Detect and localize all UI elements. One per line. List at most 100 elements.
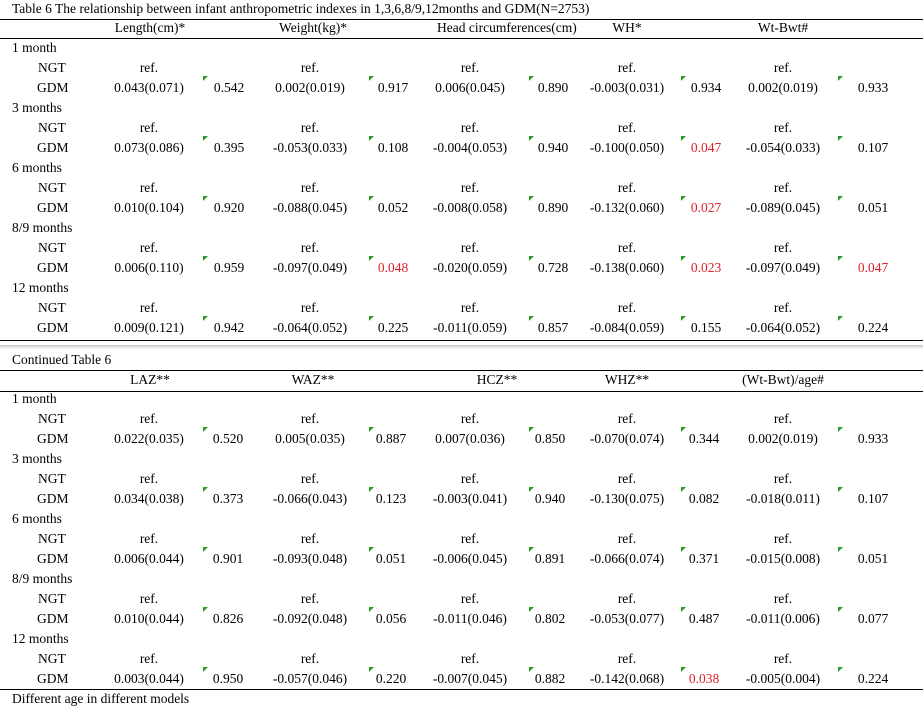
ref-cell: ref. [300,60,320,75]
p-value-cell: 0.542 [213,80,245,95]
cell-marker-icon [369,196,374,201]
row-label-ngt: NGT [38,531,66,546]
p-value-cell: 0.344 [688,431,720,446]
cell-marker-icon [369,136,374,141]
coefficient-cell: -0.053(0.033) [272,140,348,155]
row-label-gdm: GDM [37,260,69,275]
header-bottom-rule [0,38,923,39]
column-header: (Wt-Bwt)/age# [742,372,824,387]
p-value-cell: 0.023 [690,260,722,275]
p-value-cell: 0.224 [857,320,889,335]
cell-marker-icon [838,136,843,141]
cell-marker-icon [681,256,686,261]
p-value-cell: 0.373 [212,491,244,506]
ref-cell: ref. [139,591,159,606]
ref-cell: ref. [773,60,793,75]
coefficient-cell: -0.088(0.045) [272,200,348,215]
continued-table-caption: Continued Table 6 [12,352,112,367]
coefficient-cell: 0.034(0.038) [114,491,184,506]
p-value-cell: 0.224 [857,671,889,686]
cell-marker-icon [529,607,534,612]
coefficient-cell: 0.002(0.019) [748,80,818,95]
ref-cell: ref. [617,531,637,546]
age-group-label: 8/9 months [12,571,73,586]
ref-cell: ref. [460,120,480,135]
coefficient-cell: 0.073(0.086) [114,140,184,155]
ref-cell: ref. [617,240,637,255]
age-group-label: 1 month [12,391,57,406]
row-label-ngt: NGT [38,591,66,606]
column-header: WAZ** [291,372,335,387]
cell-marker-icon [203,427,208,432]
ref-cell: ref. [300,531,320,546]
row-label-gdm: GDM [37,140,69,155]
cell-marker-icon [369,667,374,672]
coefficient-cell: -0.005(0.004) [745,671,821,686]
p-value-cell: 0.882 [534,671,566,686]
row-label-ngt: NGT [38,240,66,255]
p-value-cell: 0.933 [857,80,889,95]
row-label-ngt: NGT [38,651,66,666]
age-group-label: 6 months [12,160,62,175]
p-value-cell: 0.047 [857,260,889,275]
ref-cell: ref. [617,180,637,195]
row-label-ngt: NGT [38,411,66,426]
table-bottom-rule [0,340,923,341]
ref-cell: ref. [617,300,637,315]
coefficient-cell: 0.002(0.019) [748,431,818,446]
cell-marker-icon [203,256,208,261]
cell-marker-icon [529,76,534,81]
coefficient-cell: -0.089(0.045) [745,200,821,215]
column-header: WHZ** [604,372,650,387]
ref-cell: ref. [773,471,793,486]
age-group-label: 6 months [12,511,62,526]
coefficient-cell: 0.010(0.044) [114,611,184,626]
p-value-cell: 0.940 [534,491,566,506]
cell-marker-icon [529,316,534,321]
ref-cell: ref. [460,240,480,255]
cell-marker-icon [681,607,686,612]
cell-marker-icon [369,607,374,612]
coefficient-cell: -0.093(0.048) [272,551,348,566]
coefficient-cell: -0.054(0.033) [745,140,821,155]
coefficient-cell: -0.008(0.058) [432,200,508,215]
cell-marker-icon [681,136,686,141]
ref-cell: ref. [460,471,480,486]
cell-marker-icon [529,547,534,552]
ref-cell: ref. [300,471,320,486]
panel-divider [0,345,923,349]
cell-marker-icon [681,316,686,321]
ref-cell: ref. [773,531,793,546]
column-header: Head circumferences(cm) [437,20,577,35]
p-value-cell: 0.225 [377,320,409,335]
cell-marker-icon [529,667,534,672]
ref-cell: ref. [139,120,159,135]
cell-marker-icon [529,256,534,261]
ref-cell: ref. [460,591,480,606]
ref-cell: ref. [139,411,159,426]
coefficient-cell: -0.057(0.046) [272,671,348,686]
p-value-cell: 0.027 [690,200,722,215]
ref-cell: ref. [460,60,480,75]
ref-cell: ref. [139,531,159,546]
ref-cell: ref. [300,120,320,135]
p-value-cell: 0.728 [537,260,569,275]
coefficient-cell: -0.003(0.031) [589,80,665,95]
p-value-cell: 0.371 [688,551,720,566]
ref-cell: ref. [773,651,793,666]
row-label-gdm: GDM [37,671,69,686]
cell-marker-icon [369,487,374,492]
ref-cell: ref. [460,411,480,426]
row-label-gdm: GDM [37,320,69,335]
coefficient-cell: -0.053(0.077) [589,611,665,626]
coefficient-cell: 0.043(0.071) [114,80,184,95]
ref-cell: ref. [460,300,480,315]
coefficient-cell: 0.006(0.045) [435,80,505,95]
ref-cell: ref. [617,471,637,486]
p-value-cell: 0.520 [212,431,244,446]
age-group-label: 8/9 months [12,220,73,235]
p-value-cell: 0.220 [375,671,407,686]
p-value-cell: 0.942 [213,320,245,335]
coefficient-cell: -0.070(0.074) [589,431,665,446]
p-value-cell: 0.051 [857,551,889,566]
